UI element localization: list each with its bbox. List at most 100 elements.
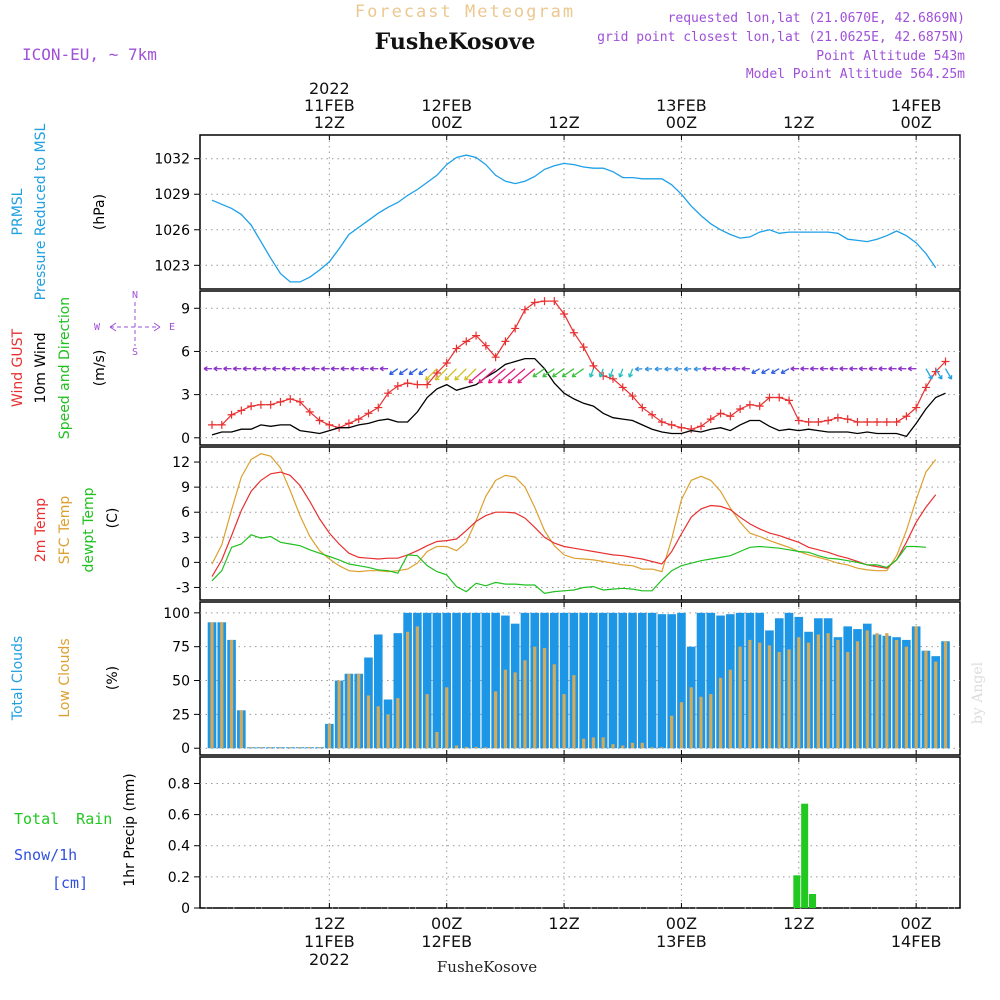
temperature-ytick-label: 3 bbox=[181, 530, 190, 546]
rain-bar bbox=[801, 803, 809, 908]
gust-marker bbox=[628, 392, 637, 401]
point-altitude: Point Altitude 543m bbox=[816, 49, 965, 64]
gust-marker bbox=[569, 328, 578, 337]
temperature-frame bbox=[199, 446, 961, 601]
temperature-ytick-label: 0 bbox=[181, 555, 190, 571]
low-cloud-bar bbox=[425, 694, 429, 749]
wind-arrow-head bbox=[858, 366, 864, 372]
wind-arrow bbox=[408, 368, 418, 375]
wind-arrow bbox=[562, 368, 575, 378]
low-cloud-bar bbox=[689, 687, 693, 749]
low-cloud-bar bbox=[513, 672, 517, 749]
wind-arrow bbox=[434, 368, 448, 381]
low-cloud-bar bbox=[552, 664, 556, 749]
wind-arrow-head bbox=[398, 370, 404, 376]
low-cloud-bar bbox=[718, 677, 723, 749]
low-cloud-bar bbox=[679, 702, 684, 749]
total-cloud-bar bbox=[638, 612, 647, 749]
clouds-frame bbox=[199, 601, 961, 756]
pressure-frame bbox=[199, 134, 961, 290]
gust-marker bbox=[608, 374, 617, 383]
low-cloud-bar bbox=[865, 630, 869, 749]
bottom-time-label: 00Z bbox=[666, 914, 697, 933]
pressure-ytick-label: 1026 bbox=[154, 223, 190, 239]
precip-frame bbox=[199, 756, 961, 909]
wind-arrow-head bbox=[588, 373, 594, 378]
wind-arrow-head bbox=[213, 366, 218, 372]
compass-s: S bbox=[132, 347, 138, 358]
low-cloud-bar bbox=[797, 637, 801, 749]
gust-marker bbox=[648, 410, 657, 419]
low-cloud-bar bbox=[728, 669, 732, 749]
total-cloud-bar bbox=[579, 612, 588, 749]
precip-ytick-label: 0 bbox=[181, 901, 190, 917]
wind-arrow-head bbox=[907, 366, 912, 372]
wind-arrow-head bbox=[468, 378, 474, 384]
wind-arrow-head bbox=[644, 366, 650, 372]
temperature-ytick-label: 9 bbox=[181, 480, 190, 496]
low-cloud-bar bbox=[376, 706, 380, 749]
low-cloud-bar bbox=[229, 639, 234, 749]
gust-marker bbox=[247, 402, 256, 411]
bottom-time-label: 13FEB bbox=[656, 932, 707, 951]
low-cloud-bar bbox=[914, 626, 918, 749]
wind-arrow-head bbox=[878, 366, 883, 372]
total-cloud-bar bbox=[677, 612, 686, 749]
rain-bar bbox=[793, 875, 801, 908]
wind-arrow-head bbox=[634, 366, 640, 372]
wind-arrow-head bbox=[810, 366, 815, 372]
low-cloud-bar bbox=[767, 645, 772, 749]
gust-marker bbox=[540, 297, 549, 306]
sfc-label: SFC Temp bbox=[57, 496, 73, 565]
low-cloud-bar bbox=[503, 669, 507, 749]
precip-panel: 0 0.2 0.4 0.6 0.8 bbox=[168, 756, 961, 917]
top-time-label: 00Z bbox=[431, 113, 462, 132]
watermark: by Angel bbox=[970, 661, 986, 724]
low-cloud-bar bbox=[317, 747, 322, 749]
wind-arrow bbox=[925, 368, 933, 380]
gust-marker bbox=[511, 324, 520, 333]
wind-arrow bbox=[751, 368, 761, 374]
low-cloud-bar bbox=[621, 745, 625, 749]
top-time-label: 12Z bbox=[548, 113, 579, 132]
wind-arrow bbox=[609, 368, 614, 378]
wind-arrow-head bbox=[790, 366, 795, 372]
low-cloud-bar bbox=[337, 680, 341, 749]
total-cloud-bar bbox=[432, 612, 442, 749]
top-time-label: 12Z bbox=[314, 113, 345, 132]
t2m-label: 2m Temp bbox=[33, 498, 49, 562]
wind-ytick-label: 6 bbox=[181, 344, 190, 360]
wind-arrow-head bbox=[330, 366, 335, 372]
wind-frame bbox=[199, 290, 961, 446]
gust-marker bbox=[354, 415, 363, 424]
low-cloud-bar bbox=[640, 742, 644, 749]
wind-arrow-head bbox=[552, 372, 557, 378]
t2m-line bbox=[211, 471, 937, 577]
model-altitude: Model Point Altitude 564.25m bbox=[746, 67, 965, 82]
gust-marker bbox=[912, 403, 921, 412]
pressure-line bbox=[211, 154, 937, 283]
wind-arrow bbox=[507, 368, 526, 384]
top-time-label: 00Z bbox=[666, 113, 697, 132]
wind-arrow-head bbox=[947, 375, 953, 380]
low-cloud-bar bbox=[582, 738, 586, 749]
wind-arrow-head bbox=[839, 366, 844, 372]
low-cloud-bar bbox=[415, 626, 419, 749]
model-label: ICON-EU, ~ 7km bbox=[22, 45, 157, 64]
wind-arrow bbox=[418, 368, 428, 375]
gust-label: Wind GUST bbox=[10, 328, 26, 407]
wind-arrow-head bbox=[800, 366, 805, 372]
chart-title: Forecast Meteogram bbox=[355, 2, 575, 22]
gust-marker bbox=[208, 420, 216, 429]
clouds-ytick-label: 50 bbox=[172, 674, 190, 690]
wind-arrow-head bbox=[674, 366, 679, 372]
low-cloud-bar bbox=[396, 698, 400, 749]
gust-marker bbox=[697, 422, 705, 431]
bottom-time-label: 11FEB bbox=[304, 932, 355, 951]
wind-arrow-head bbox=[571, 372, 577, 378]
low-cloud-bar bbox=[366, 695, 371, 749]
snow-label: Snow/1h bbox=[14, 846, 77, 864]
